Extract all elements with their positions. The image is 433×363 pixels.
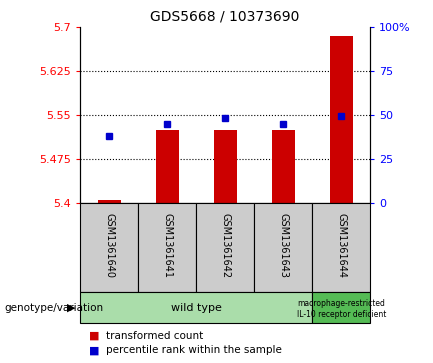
Text: GSM1361644: GSM1361644 xyxy=(336,213,346,278)
Bar xyxy=(155,130,179,203)
Text: wild type: wild type xyxy=(171,303,222,313)
Title: GDS5668 / 10373690: GDS5668 / 10373690 xyxy=(151,9,300,23)
Bar xyxy=(213,130,237,203)
Text: ▶: ▶ xyxy=(67,303,76,313)
Bar xyxy=(97,200,121,203)
Text: percentile rank within the sample: percentile rank within the sample xyxy=(106,345,282,355)
Text: transformed count: transformed count xyxy=(106,331,204,341)
Bar xyxy=(271,130,295,203)
Text: macrophage-restricted: macrophage-restricted xyxy=(297,299,385,309)
Text: GSM1361640: GSM1361640 xyxy=(104,213,114,278)
Bar xyxy=(330,36,353,203)
Text: GSM1361642: GSM1361642 xyxy=(220,213,230,278)
Text: IL-10 receptor deficient: IL-10 receptor deficient xyxy=(297,310,386,319)
Text: ■: ■ xyxy=(89,331,99,341)
Text: GSM1361641: GSM1361641 xyxy=(162,213,172,278)
Text: ■: ■ xyxy=(89,345,99,355)
Text: genotype/variation: genotype/variation xyxy=(4,303,103,313)
Text: GSM1361643: GSM1361643 xyxy=(278,213,288,278)
